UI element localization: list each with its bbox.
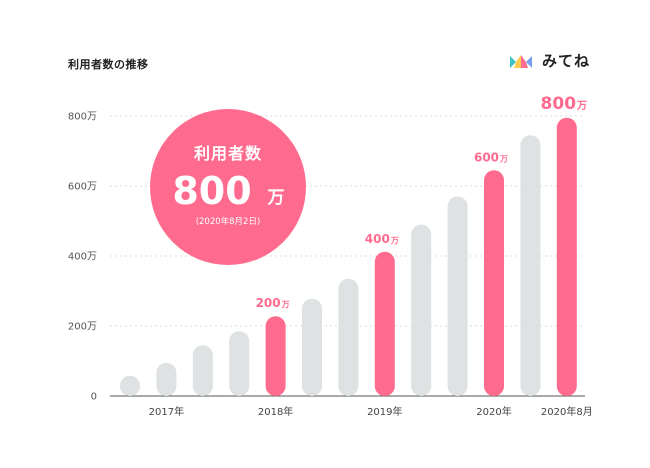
chart-title: 利用者数の推移 [68, 58, 149, 71]
data-label: 200万 [256, 296, 290, 310]
data-label-value: 400 [365, 232, 390, 246]
bar [411, 224, 432, 396]
bar [520, 135, 541, 396]
y-tick-label: 0 [91, 392, 97, 403]
brand: みてね [508, 50, 590, 71]
badge-unit: 万 [267, 188, 285, 208]
y-tick-label: 200万 [68, 322, 97, 333]
data-label: 800万 [541, 94, 588, 114]
x-axis-labels: 2017年 2018年 2019年 2020年 2020年8月 [149, 405, 593, 418]
x-tick-label: 2018年 [258, 405, 293, 418]
brand-name: みてね [542, 52, 591, 70]
bars [120, 117, 577, 396]
bar [447, 196, 468, 396]
y-tick-label: 600万 [68, 182, 97, 193]
badge-date: (2020年8月2日) [196, 216, 261, 227]
data-label-value: 200 [256, 296, 281, 310]
y-tick-label: 800万 [68, 112, 97, 123]
data-label-unit: 万 [390, 236, 399, 245]
badge-value: 800 [172, 169, 251, 213]
bar-highlight [484, 170, 504, 396]
bar [156, 362, 177, 396]
y-tick-label: 400万 [68, 252, 97, 263]
bar-highlight [556, 117, 577, 396]
data-label-unit: 万 [576, 100, 587, 112]
x-tick-label: 2017年 [149, 405, 184, 418]
badge-circle [150, 109, 306, 265]
data-label: 400万 [365, 232, 399, 246]
x-tick-label: 2020年8月 [541, 405, 593, 418]
data-label-value: 600 [474, 150, 499, 164]
user-count-badge: 利用者数 800 万 (2020年8月2日) [150, 109, 306, 265]
data-label: 600万 [474, 150, 508, 164]
badge-title: 利用者数 [194, 144, 262, 163]
bar [338, 278, 359, 396]
mitene-logo-icon [510, 54, 532, 68]
x-tick-label: 2020年 [476, 405, 511, 418]
x-tick-label: 2019年 [367, 405, 402, 418]
data-label-unit: 万 [499, 154, 508, 163]
bar-highlight [265, 316, 286, 396]
data-label-value: 800 [541, 94, 577, 114]
bar [192, 345, 213, 396]
bar [229, 331, 250, 396]
bar-highlight [374, 251, 395, 396]
data-label-unit: 万 [281, 300, 290, 309]
bar [302, 298, 322, 396]
bar [120, 375, 140, 396]
